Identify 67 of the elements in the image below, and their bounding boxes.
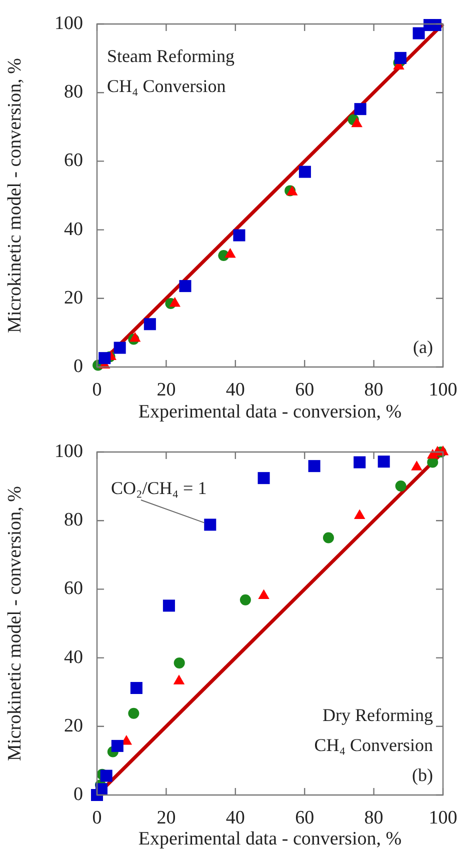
point — [129, 332, 141, 342]
annotation: CH₄ Conversion — [107, 76, 226, 96]
point — [114, 342, 126, 354]
y-tick-label: 40 — [64, 646, 83, 668]
x-axis-title: Experimental data - conversion, % — [138, 828, 402, 850]
y-tick-label: 60 — [64, 578, 83, 600]
y-tick-label: 0 — [74, 356, 83, 377]
point — [240, 594, 251, 606]
point — [354, 509, 366, 520]
x-tick-label: 20 — [156, 379, 176, 400]
point — [429, 19, 442, 32]
point — [378, 456, 390, 468]
x-tick-label: 100 — [428, 807, 458, 828]
y-tick-label: 20 — [64, 287, 83, 308]
point — [394, 52, 406, 64]
point — [395, 480, 406, 492]
point — [322, 532, 334, 544]
point — [258, 589, 270, 599]
annotation: CO₂/CH₄ = 1 — [111, 478, 207, 498]
x-tick-label: 80 — [364, 379, 384, 400]
point — [354, 103, 366, 116]
x-tick-label: 60 — [295, 379, 314, 400]
x-axis-title: Experimental data - conversion, % — [138, 402, 402, 423]
point — [224, 248, 236, 258]
y-tick-label: 80 — [64, 510, 83, 531]
point — [233, 229, 246, 242]
point — [128, 708, 140, 719]
annotation: Dry Reforming — [322, 705, 433, 725]
y-axis-title: Microkinetic model - conversion, % — [4, 486, 26, 761]
x-tick-label: 60 — [295, 807, 314, 828]
x-tick-label: 20 — [156, 807, 176, 828]
x-tick-label: 100 — [428, 379, 458, 400]
point — [354, 456, 366, 468]
point — [144, 318, 156, 330]
y-tick-label: 40 — [64, 218, 83, 240]
point — [351, 117, 362, 128]
point — [412, 27, 425, 40]
annotation: CH₄ Conversion — [314, 735, 433, 755]
point — [308, 460, 320, 472]
x-tick-label: 40 — [226, 807, 245, 828]
point — [162, 600, 175, 612]
annotation: Steam Reforming — [107, 46, 234, 66]
y-tick-label: 60 — [64, 150, 83, 172]
point — [173, 674, 185, 684]
x-tick-label: 40 — [226, 379, 245, 400]
annotation: (b) — [412, 765, 433, 785]
point — [298, 166, 311, 178]
x-tick-label: 80 — [364, 807, 384, 828]
point — [100, 770, 112, 782]
point — [204, 518, 216, 531]
x-tick-label: 0 — [92, 807, 102, 828]
y-tick-label: 0 — [74, 784, 83, 805]
y-tick-label: 100 — [54, 440, 83, 462]
point — [258, 472, 270, 484]
y-tick-label: 100 — [54, 12, 83, 34]
point — [179, 280, 192, 292]
point — [174, 657, 185, 668]
point — [130, 682, 142, 694]
point — [98, 352, 111, 364]
point — [411, 460, 422, 470]
y-axis-title: Microkinetic model - conversion, % — [4, 58, 26, 333]
x-tick-label: 0 — [92, 379, 102, 400]
annotation: (a) — [413, 337, 433, 357]
y-tick-label: 80 — [64, 82, 83, 103]
point — [111, 740, 124, 752]
point — [169, 297, 180, 307]
y-tick-label: 20 — [64, 715, 83, 736]
